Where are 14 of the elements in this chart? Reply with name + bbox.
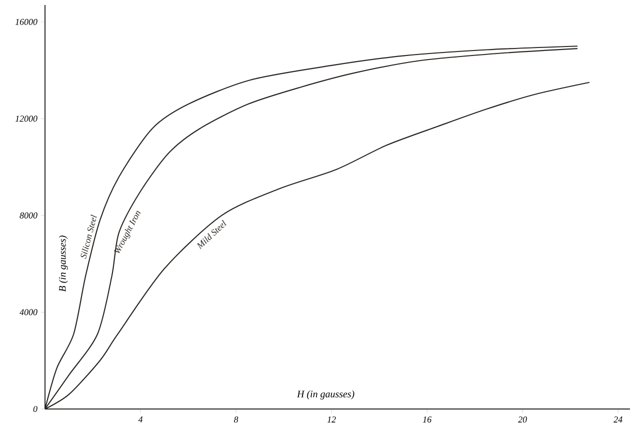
y-tick-label: 0 bbox=[33, 406, 38, 412]
x-tick-label: 24 bbox=[614, 416, 622, 422]
text: Silicon Steel bbox=[80, 214, 97, 259]
y-tick-label: 4000 bbox=[20, 309, 38, 316]
x-tick-label: 20 bbox=[518, 416, 527, 423]
x-axis-title: H (in gausses) bbox=[296, 390, 354, 400]
x-tick-label: 4 bbox=[138, 416, 143, 422]
x-tick-label: 8 bbox=[234, 416, 238, 423]
y-tick-label: 16000 bbox=[15, 18, 38, 25]
y-axis-title: B (in gausses) bbox=[58, 236, 68, 292]
y-tick-label: 8000 bbox=[20, 212, 38, 218]
y-tick-label: 12000 bbox=[15, 116, 38, 122]
x-tick-label: 12 bbox=[327, 416, 336, 422]
x-tick-label: 16 bbox=[422, 416, 432, 423]
